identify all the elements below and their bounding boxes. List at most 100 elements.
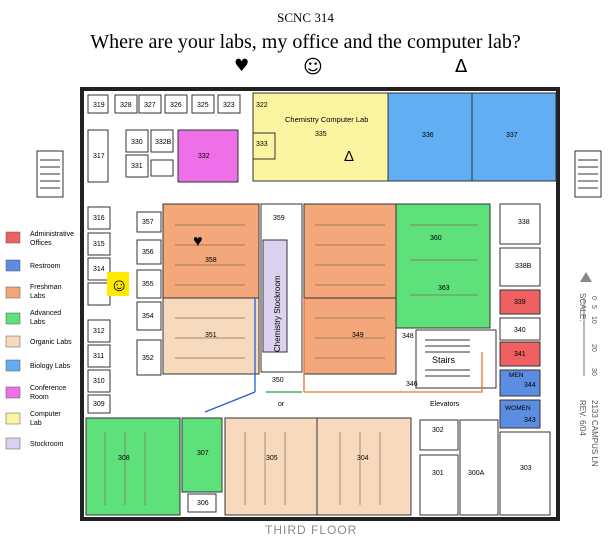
page-question: Where are your labs, my office and the c… — [90, 31, 521, 53]
biology-lab-338 — [387, 92, 473, 182]
svg-text:Room: Room — [30, 394, 49, 401]
svg-text:0: 0 — [590, 296, 597, 300]
svg-text:20: 20 — [590, 344, 597, 352]
svg-text:306: 306 — [197, 500, 209, 507]
admin-office-339 — [499, 289, 541, 315]
svg-text:307: 307 — [197, 450, 209, 457]
svg-text:338B: 338B — [515, 263, 532, 270]
svg-text:Biology Labs: Biology Labs — [30, 363, 71, 370]
svg-text:322: 322 — [256, 102, 268, 109]
organic-lab-351 — [162, 297, 260, 375]
svg-text:356: 356 — [142, 249, 154, 256]
svg-text:5: 5 — [590, 305, 597, 309]
smiley-marker: ☺ — [110, 275, 128, 295]
freshman-lab-349 — [303, 297, 397, 375]
svg-text:Conference: Conference — [30, 385, 66, 392]
svg-text:348: 348 — [402, 333, 414, 340]
svg-text:Offices: Offices — [30, 240, 52, 247]
organic-lab-304 — [316, 417, 412, 516]
svg-text:2133 CAMPUS LN: 2133 CAMPUS LN — [590, 400, 599, 467]
svg-text:315: 315 — [93, 241, 105, 248]
svg-text:337: 337 — [506, 132, 518, 139]
svg-text:Freshman: Freshman — [30, 284, 62, 291]
legend-freshman: Freshman Labs — [5, 284, 62, 300]
svg-text:331: 331 — [131, 163, 143, 170]
biology-lab-337 — [471, 92, 557, 182]
room-numbers: 319 328 327 326 325 323 322 317 330 331 … — [93, 102, 536, 507]
svg-text:328: 328 — [120, 102, 132, 109]
svg-text:319: 319 — [93, 102, 105, 109]
svg-text:301: 301 — [432, 470, 444, 477]
svg-text:Administrative: Administrative — [30, 231, 74, 238]
restroom-women — [499, 399, 541, 429]
computer-lab-label: Chemistry Computer Lab — [285, 115, 368, 124]
west-rooms — [87, 206, 162, 414]
svg-text:325: 325 — [197, 102, 209, 109]
svg-text:323: 323 — [223, 102, 235, 109]
women-label: WOMEN — [505, 405, 531, 412]
svg-text:314: 314 — [93, 266, 105, 273]
delta-marker: Δ — [344, 148, 354, 165]
legend-biology: Biology Labs — [5, 359, 71, 372]
svg-text:343: 343 — [524, 417, 536, 424]
north-arrow-icon — [580, 272, 592, 282]
conference-room-332 — [177, 129, 239, 183]
heart-marker: ♥ — [193, 233, 203, 250]
stair-treads — [425, 339, 470, 377]
path-arrows — [204, 298, 483, 413]
svg-text:310: 310 — [93, 378, 105, 385]
svg-text:333: 333 — [256, 141, 268, 148]
elevators-label: Elevators — [430, 401, 460, 408]
west-stair-tower — [36, 150, 64, 198]
svg-text:357: 357 — [142, 219, 154, 226]
legend-computer: Computer Lab — [5, 411, 61, 427]
restroom-men — [499, 369, 541, 397]
or-label: or — [278, 401, 285, 408]
svg-text:Labs: Labs — [30, 319, 46, 326]
svg-text:REV. 6/04: REV. 6/04 — [578, 400, 587, 436]
delta-symbol: Δ — [455, 56, 468, 77]
legend-restroom: Restroom — [5, 259, 61, 272]
svg-text:360: 360 — [430, 235, 442, 242]
course-code: SCNC 314 — [277, 10, 334, 25]
svg-text:354: 354 — [142, 313, 154, 320]
legend-conference: Conference Room — [5, 385, 66, 401]
svg-text:302: 302 — [432, 427, 444, 434]
svg-text:SCALE:: SCALE: — [578, 293, 587, 321]
legend-admin: Administrative Offices — [5, 231, 74, 247]
east-stair-tower — [574, 150, 602, 198]
svg-text:349: 349 — [352, 332, 364, 339]
svg-text:30: 30 — [590, 368, 597, 376]
smiley-symbol: ☺ — [303, 56, 323, 78]
svg-text:305: 305 — [266, 455, 278, 462]
svg-text:317: 317 — [93, 153, 105, 160]
svg-text:311: 311 — [93, 353, 104, 360]
svg-text:300A: 300A — [468, 470, 485, 477]
svg-text:Computer: Computer — [30, 411, 61, 418]
svg-text:Advanced: Advanced — [30, 310, 61, 317]
svg-text:340: 340 — [514, 327, 526, 334]
advanced-lab-307 — [181, 417, 223, 493]
address-block: 2133 CAMPUS LN — [590, 400, 599, 467]
svg-text:10: 10 — [590, 316, 597, 324]
east-rooms — [419, 203, 551, 516]
advanced-lab-308 — [85, 417, 181, 516]
stockroom-label: Chemistry Stockroom — [273, 275, 282, 352]
top-west-rooms — [87, 94, 241, 183]
svg-text:344: 344 — [524, 382, 536, 389]
room-333 — [252, 132, 276, 160]
svg-text:355: 355 — [142, 281, 154, 288]
scale-block: SCALE: — [578, 293, 587, 321]
svg-text:Restroom: Restroom — [30, 263, 61, 270]
legend-organic: Organic Labs — [5, 335, 72, 348]
heart-symbol: ♥ — [234, 56, 250, 76]
svg-text:Organic Labs: Organic Labs — [30, 339, 72, 346]
svg-text:359: 359 — [273, 215, 285, 222]
svg-text:351: 351 — [205, 332, 217, 339]
svg-text:Stockroom: Stockroom — [30, 441, 64, 448]
svg-text:316: 316 — [93, 215, 105, 222]
revision-block: REV. 6/04 — [578, 400, 587, 436]
room-306 — [187, 493, 217, 513]
svg-text:Labs: Labs — [30, 293, 46, 300]
